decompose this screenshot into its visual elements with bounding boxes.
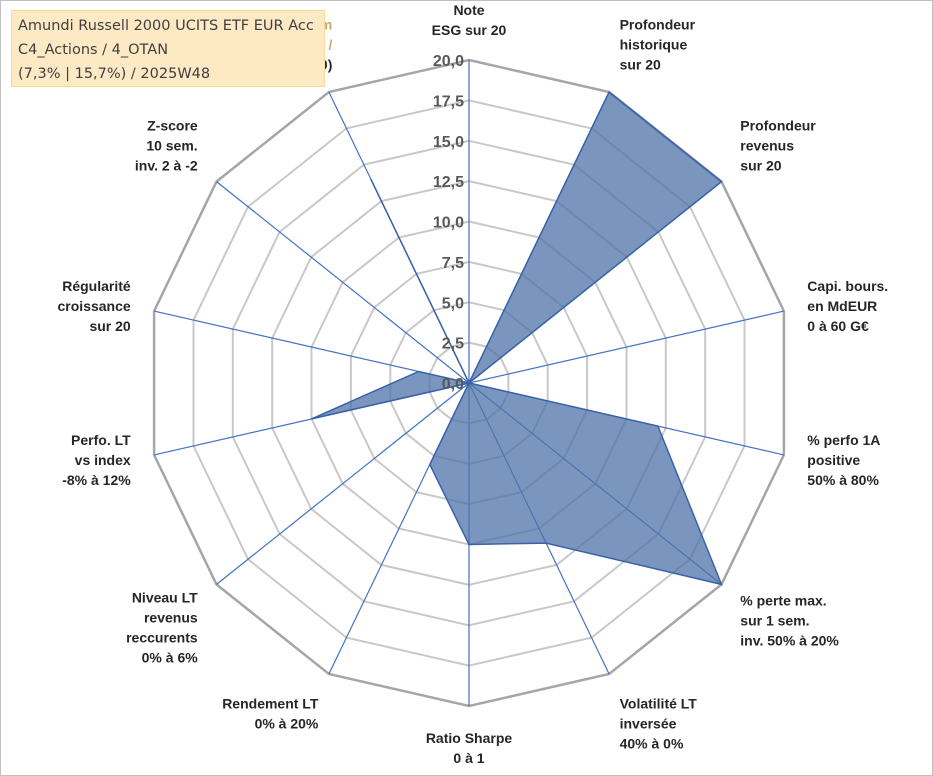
category-label: 0 à 60 G€ — [807, 318, 869, 334]
category-label: historique — [620, 36, 688, 52]
category-label: % perfo 1A — [807, 432, 880, 448]
category-label: 0% à 6% — [142, 649, 199, 665]
category-label: sur 20 — [620, 56, 661, 72]
category-label: reccurents — [126, 629, 198, 645]
category-label: Ratio Sharpe — [426, 730, 513, 746]
tick-label: 0,0 — [442, 376, 464, 393]
category-label: Rendement LT — [222, 696, 319, 712]
tick-label: 2,5 — [442, 336, 464, 353]
radar-series — [311, 90, 723, 586]
fund-category: C4_Actions / 4_OTAN — [18, 42, 169, 58]
tick-label: 15,0 — [433, 134, 464, 151]
radar-series-area — [311, 90, 723, 586]
category-label: 0% à 20% — [255, 716, 319, 732]
category-label: -8% à 12% — [62, 472, 131, 488]
tick-label: 12,5 — [433, 174, 464, 191]
category-label: inv. 50% à 20% — [740, 632, 839, 648]
category-label: sur 20 — [89, 318, 130, 334]
category-label: Z-score — [147, 118, 198, 134]
tick-label: 20,0 — [433, 53, 464, 70]
category-label: vs index — [75, 452, 131, 468]
category-label: 40% à 0% — [620, 736, 684, 752]
category-label: ESG sur 20 — [432, 22, 507, 38]
radar-spoke — [468, 310, 785, 384]
category-label: sur 1 sem. — [740, 612, 809, 628]
tick-label: 7,5 — [442, 255, 464, 272]
title-box: Amundi Russell 2000 UCITS ETF EUR Acc C4… — [11, 10, 325, 87]
category-label: Volatilité LT — [620, 696, 698, 712]
category-label: Capi. bours. — [807, 278, 888, 294]
category-label: croissance — [58, 298, 131, 314]
radar-spoke — [216, 382, 470, 585]
category-label: sur 20 — [740, 158, 781, 174]
radar-spoke — [216, 181, 470, 384]
category-label: Note — [453, 2, 484, 18]
category-label: 0 à 1 — [453, 750, 484, 766]
tick-label: 17,5 — [433, 93, 464, 110]
category-label: Niveau LT — [132, 589, 198, 605]
radial-tick-labels: 0,0 2,5 5,0 7,5 10,0 12,5 15,0 17,5 20,0 — [433, 53, 464, 393]
category-label: inv. 2 à -2 — [135, 158, 198, 174]
category-label: revenus — [144, 609, 198, 625]
fund-stats: (7,3% | 15,7%) / 2025W48 — [18, 66, 211, 82]
category-label: 50% à 80% — [807, 472, 879, 488]
category-label: Perfo. LT — [71, 432, 131, 448]
category-label: inversée — [620, 716, 677, 732]
fund-name: Amundi Russell 2000 UCITS ETF EUR Acc — [18, 18, 314, 34]
category-label: 10 sem. — [146, 138, 197, 154]
category-label: positive — [807, 452, 860, 468]
category-label: revenus — [740, 138, 794, 154]
category-labels: Note ESG sur 20 Profondeur historique sur 20… — [58, 2, 889, 766]
tick-label: 5,0 — [442, 295, 464, 312]
category-label: Profondeur — [620, 16, 696, 32]
category-label: Régularité — [62, 278, 131, 294]
category-label: % perte max. — [740, 592, 826, 608]
category-label: en MdEUR — [807, 298, 877, 314]
category-label: Profondeur — [740, 118, 816, 134]
radar-spoke — [153, 310, 470, 384]
tick-label: 10,0 — [433, 215, 464, 232]
